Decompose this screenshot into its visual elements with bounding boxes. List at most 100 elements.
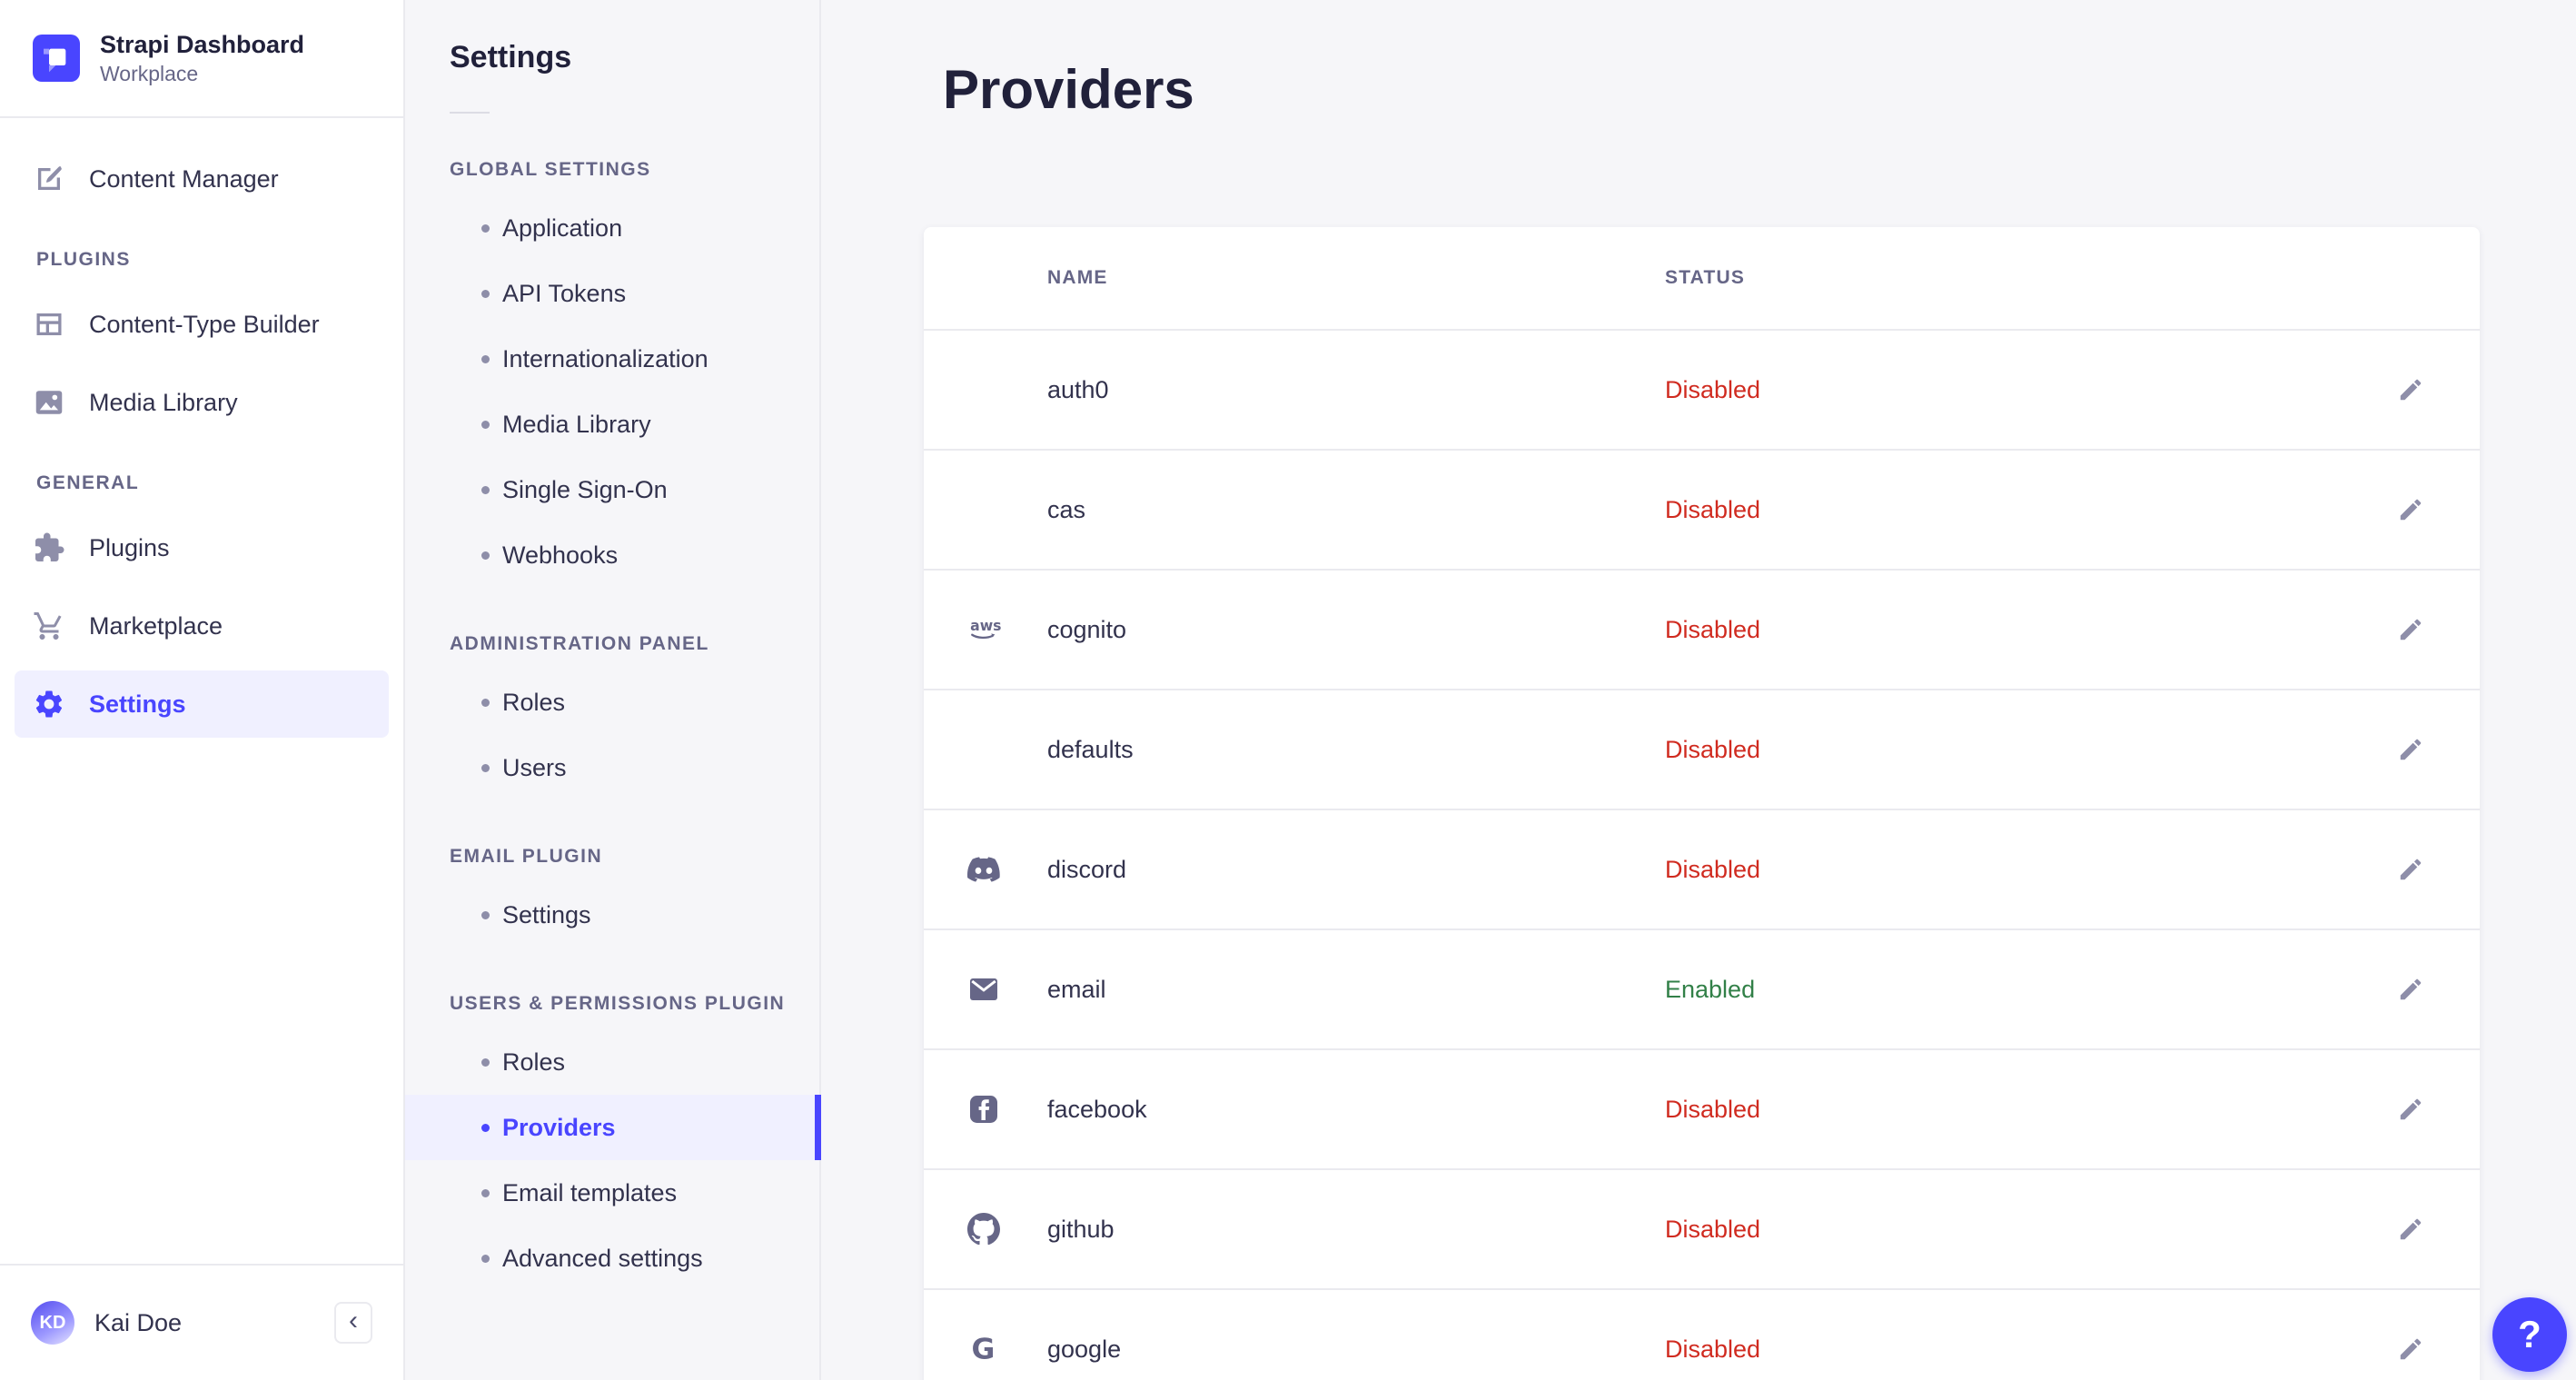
bullet-icon [481, 910, 490, 919]
content-manager-icon [33, 163, 65, 195]
subnav-item-admin-roles[interactable]: Roles [405, 670, 819, 735]
edit-provider-button[interactable] [2385, 1324, 2436, 1375]
provider-status: Disabled [1665, 1095, 1761, 1123]
subnav-title: Settings [450, 40, 572, 74]
provider-name: facebook [1047, 1095, 1147, 1123]
facebook-icon [967, 1093, 1047, 1126]
pencil-icon [2397, 976, 2424, 1003]
pencil-icon [2397, 1216, 2424, 1243]
provider-row[interactable]: auth0 Disabled [924, 329, 2480, 449]
plugins-section-label: PLUGINS [36, 249, 131, 270]
bullet-icon [481, 1188, 490, 1197]
subnav-item-webhooks[interactable]: Webhooks [405, 522, 819, 588]
main-sidebar: Strapi Dashboard Workplace Content Manag… [0, 0, 405, 1380]
global-settings-heading: GLOBAL SETTINGS [450, 159, 651, 180]
bullet-icon [481, 763, 490, 772]
subnav-item-admin-users[interactable]: Users [405, 735, 819, 800]
subnav-item-label: Application [502, 213, 623, 242]
svg-text:G: G [972, 1334, 996, 1366]
subnav-item-label: Roles [502, 1047, 566, 1076]
divider [450, 112, 490, 114]
edit-provider-button[interactable] [2385, 724, 2436, 775]
workspace-brand: Strapi Dashboard Workplace [0, 0, 403, 118]
bullet-icon [481, 1123, 490, 1132]
bullet-icon [481, 1057, 490, 1067]
edit-provider-button[interactable] [2385, 1084, 2436, 1135]
media-library-icon [33, 386, 65, 419]
sidebar-item-content-manager[interactable]: Content Manager [15, 145, 389, 213]
collapse-sidebar-button[interactable]: ‹ [334, 1302, 372, 1344]
puzzle-icon [33, 531, 65, 564]
pencil-icon [2397, 856, 2424, 883]
edit-provider-button[interactable] [2385, 844, 2436, 895]
workspace-name: Workplace [100, 61, 199, 85]
provider-row[interactable]: discord Disabled [924, 809, 2480, 928]
bullet-icon [481, 289, 490, 298]
chevron-left-icon: ‹ [349, 1306, 358, 1335]
pencil-icon [2397, 736, 2424, 763]
bullet-icon [481, 223, 490, 233]
subnav-item-label: Webhooks [502, 541, 619, 569]
edit-provider-button[interactable] [2385, 604, 2436, 655]
subnav-item-label: Single Sign-On [502, 475, 668, 503]
edit-provider-button[interactable] [2385, 364, 2436, 415]
sidebar-item-label: Content Manager [89, 164, 279, 193]
page-title: Providers [943, 59, 1194, 120]
subnav-item-advanced-settings[interactable]: Advanced settings [405, 1226, 819, 1291]
email-plugin-heading: EMAIL PLUGIN [450, 846, 603, 867]
subnav-item-label: Providers [502, 1113, 616, 1141]
user-name: Kai Doe [94, 1308, 183, 1336]
provider-name: auth0 [1047, 375, 1109, 403]
subnav-item-email-templates[interactable]: Email templates [405, 1160, 819, 1226]
provider-row[interactable]: facebook Disabled [924, 1048, 2480, 1168]
subnav-item-application[interactable]: Application [405, 195, 819, 261]
administration-panel-heading: ADMINISTRATION PANEL [450, 633, 709, 654]
app-title: Strapi Dashboard [100, 30, 305, 58]
subnav-item-label: Internationalization [502, 344, 708, 372]
content-type-builder-icon [33, 308, 65, 341]
bullet-icon [481, 420, 490, 429]
provider-row[interactable]: cas Disabled [924, 449, 2480, 569]
edit-provider-button[interactable] [2385, 484, 2436, 535]
avatar[interactable]: KD [31, 1301, 74, 1345]
subnav-item-label: Media Library [502, 410, 651, 438]
sidebar-item-plugins[interactable]: Plugins [15, 514, 389, 581]
sidebar-item-label: Plugins [89, 533, 170, 561]
subnav-item-providers[interactable]: Providers [405, 1095, 821, 1160]
provider-name: cognito [1047, 615, 1127, 643]
provider-name: github [1047, 1215, 1115, 1243]
provider-status: Disabled [1665, 1335, 1761, 1363]
sidebar-item-media-library[interactable]: Media Library [15, 369, 389, 436]
provider-name: google [1047, 1335, 1122, 1363]
edit-provider-button[interactable] [2385, 1204, 2436, 1255]
subnav-item-media-library[interactable]: Media Library [405, 392, 819, 457]
provider-row[interactable]: email Enabled [924, 928, 2480, 1048]
subnav-item-email-settings[interactable]: Settings [405, 882, 819, 948]
provider-row[interactable]: G google Disabled [924, 1288, 2480, 1380]
sidebar-item-content-type-builder[interactable]: Content-Type Builder [15, 291, 389, 358]
pencil-icon [2397, 376, 2424, 403]
subnav-item-internationalization[interactable]: Internationalization [405, 326, 819, 392]
subnav-item-label: Roles [502, 688, 566, 716]
subnav-item-label: Users [502, 753, 567, 781]
bullet-icon [481, 354, 490, 363]
sidebar-item-label: Marketplace [89, 611, 223, 640]
providers-table-card: NAME STATUS auth0 Disabled cas Disabled … [924, 227, 2480, 1380]
svg-text:aws: aws [970, 617, 1001, 634]
sidebar-item-settings[interactable]: Settings [15, 670, 389, 738]
provider-status: Enabled [1665, 975, 1756, 1003]
help-button[interactable]: ? [2492, 1297, 2567, 1372]
github-icon [967, 1213, 1047, 1246]
subnav-item-label: Settings [502, 900, 591, 928]
provider-row[interactable]: aws cognito Disabled [924, 569, 2480, 689]
column-header-name: NAME [1047, 267, 1108, 288]
edit-provider-button[interactable] [2385, 964, 2436, 1015]
sidebar-item-marketplace[interactable]: Marketplace [15, 592, 389, 660]
provider-name: cas [1047, 495, 1086, 523]
provider-row[interactable]: defaults Disabled [924, 689, 2480, 809]
subnav-item-api-tokens[interactable]: API Tokens [405, 261, 819, 326]
subnav-item-up-roles[interactable]: Roles [405, 1029, 819, 1095]
subnav-item-single-sign-on[interactable]: Single Sign-On [405, 457, 819, 522]
provider-row[interactable]: github Disabled [924, 1168, 2480, 1288]
